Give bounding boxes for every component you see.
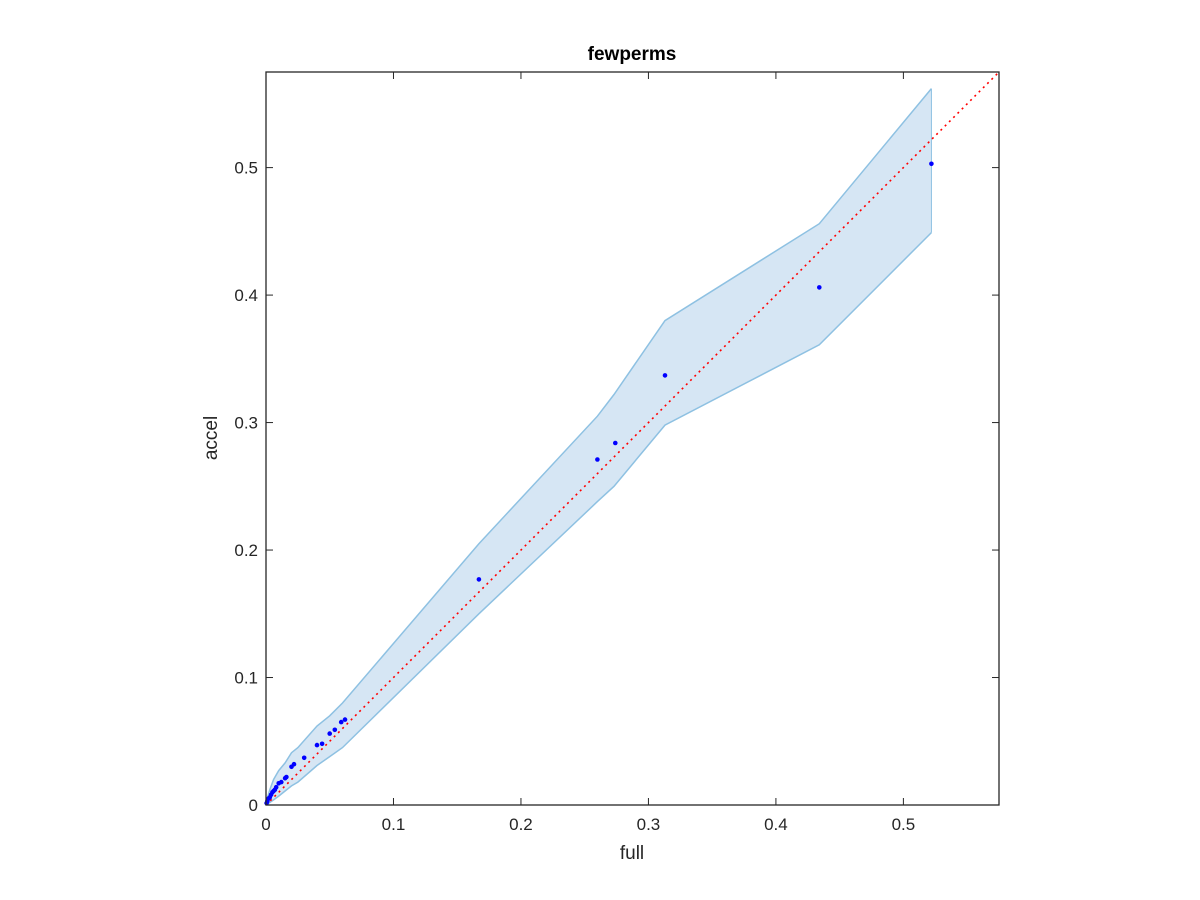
data-point xyxy=(817,285,822,290)
x-tick-label: 0.3 xyxy=(637,815,661,834)
y-tick-label: 0.4 xyxy=(234,286,258,305)
data-point xyxy=(613,440,618,446)
data-point xyxy=(279,779,284,785)
x-tick-label: 0.4 xyxy=(764,815,788,834)
y-axis-label: accel xyxy=(201,416,222,460)
y-tick-label: 0.3 xyxy=(234,414,258,433)
plot-area xyxy=(265,88,932,806)
data-point xyxy=(332,727,338,733)
axes-frame xyxy=(265,71,1000,806)
data-point xyxy=(595,457,600,462)
data-point xyxy=(314,742,320,748)
y-tick-label: 0 xyxy=(249,796,258,815)
chart-title: fewperms xyxy=(588,44,677,65)
data-point xyxy=(291,761,297,767)
y-tick-label: 0.5 xyxy=(234,159,258,178)
data-point xyxy=(338,719,344,725)
y-tick-label: 0.1 xyxy=(234,669,258,688)
data-point xyxy=(301,755,307,761)
data-point xyxy=(662,373,668,378)
data-point xyxy=(476,577,482,582)
band-upper-line xyxy=(265,88,932,803)
data-point xyxy=(319,741,325,747)
confidence-band xyxy=(266,88,932,806)
x-tick-label: 0.5 xyxy=(892,815,916,834)
data-point xyxy=(273,784,279,790)
axes-box xyxy=(265,71,1000,806)
x-tick-label: 0.1 xyxy=(382,815,406,834)
y-tick-label: 0.2 xyxy=(234,541,258,560)
x-axis-label: full xyxy=(620,843,644,864)
data-point xyxy=(284,774,289,780)
tick-labels: 0 0.1 0.2 0.3 0.4 0.5 0 0.1 0.2 0.3 0.4 0.5 xyxy=(234,159,915,834)
x-tick-label: 0 xyxy=(261,815,270,834)
band-lower-line xyxy=(265,232,932,806)
data-point xyxy=(327,731,333,736)
data-point xyxy=(342,717,348,722)
x-tick-label: 0.2 xyxy=(509,815,533,834)
data-point xyxy=(929,161,934,167)
